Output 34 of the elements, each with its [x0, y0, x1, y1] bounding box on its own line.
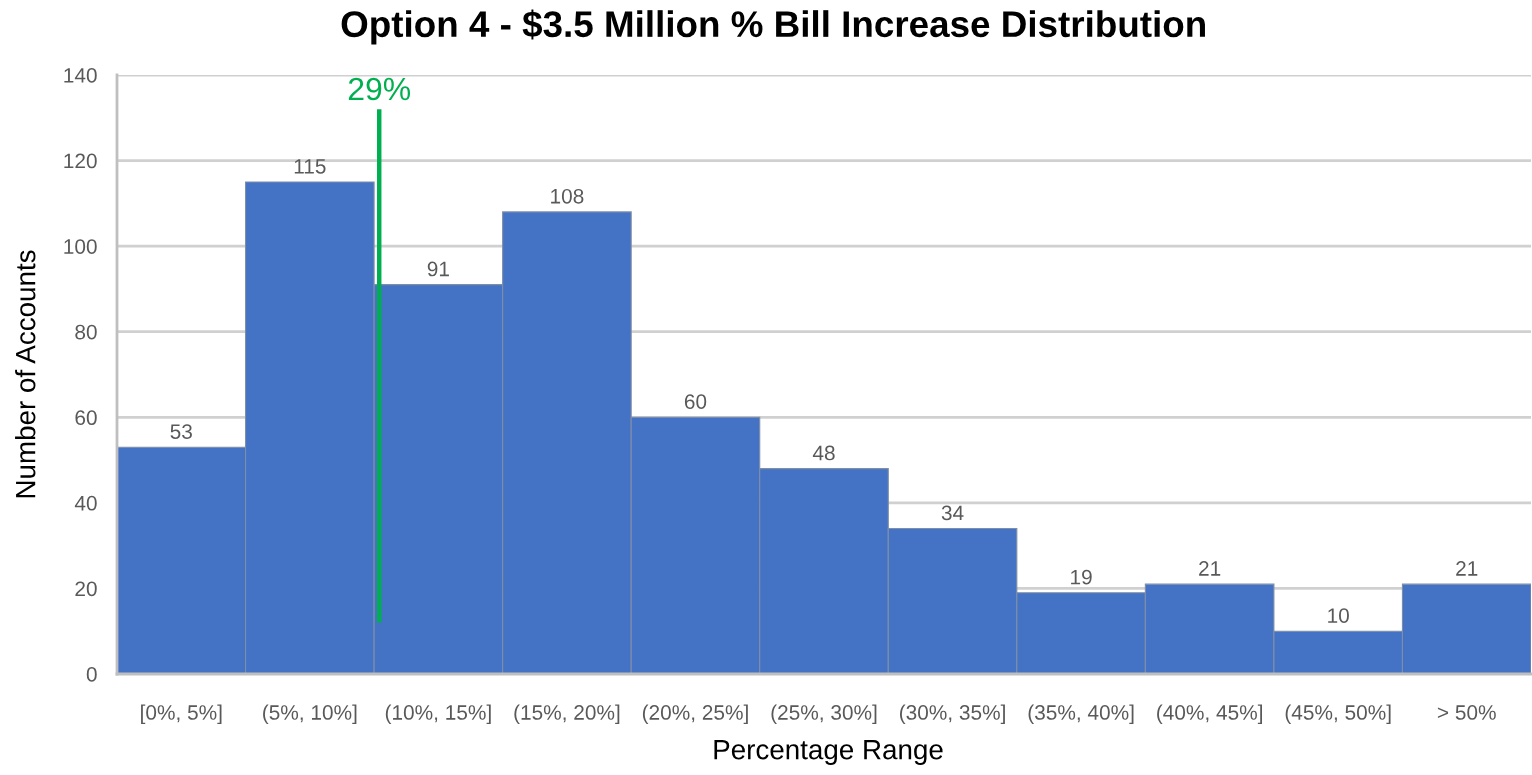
- y-tick-label: 0: [86, 667, 97, 682]
- x-tick-label: > 50%: [1437, 705, 1496, 720]
- data-label: 48: [812, 445, 835, 461]
- chart-title: Option 4 - $3.5 Million % Bill Increase Distribution: [341, 9, 1205, 45]
- x-tick-label: (5%, 10%]: [263, 704, 357, 724]
- data-label: 60: [684, 394, 707, 409]
- x-tick-label: (15%, 20%]: [514, 704, 620, 724]
- y-tick-label: 140: [64, 68, 97, 83]
- data-label: 21: [1199, 561, 1221, 576]
- y-tick-label: 40: [74, 495, 97, 511]
- data-label: 108: [551, 188, 584, 204]
- x-tick-label: (10%, 15%]: [385, 704, 491, 724]
- data-label: 53: [170, 424, 192, 439]
- y-tick-label: 20: [75, 581, 97, 597]
- data-label: 115: [294, 159, 326, 174]
- y-tick-label: 80: [75, 324, 97, 340]
- x-tick-label: (20%, 25%]: [642, 704, 748, 724]
- x-tick-label: (40%, 45%]: [1157, 704, 1262, 724]
- data-label: 34: [941, 505, 964, 521]
- x-tick-label: (45%, 50%]: [1285, 704, 1391, 724]
- y-tick-label: 60: [75, 410, 97, 426]
- data-label: 10: [1328, 608, 1349, 623]
- x-tick-label: (25%, 30%]: [771, 704, 877, 724]
- y-tick-label: 100: [64, 239, 97, 254]
- x-tick-label: [0%, 5%]: [141, 704, 222, 724]
- x-tick-label: (35%, 40%]: [1028, 704, 1134, 724]
- data-label: 21: [1456, 561, 1478, 576]
- data-label: 19: [1071, 569, 1092, 585]
- x-tick-label: (30%, 35%]: [899, 704, 1005, 724]
- data-label: 91: [427, 261, 449, 277]
- y-axis-title: Number of Accounts: [15, 250, 36, 498]
- ref-line-label: 29%: [348, 77, 411, 101]
- x-axis-title: Percentage Range: [714, 740, 943, 765]
- y-tick-label: 120: [64, 153, 97, 169]
